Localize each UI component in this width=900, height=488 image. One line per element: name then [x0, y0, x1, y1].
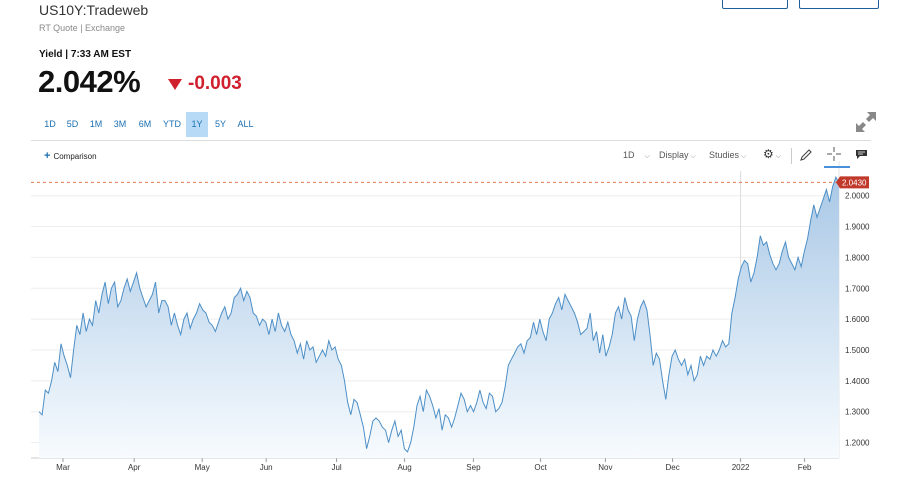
comment-icon[interactable]	[855, 149, 868, 160]
chevron-down-icon: ⌵	[775, 153, 782, 160]
toolbar-divider	[791, 148, 792, 164]
y-tick-label: 1.2000	[845, 439, 870, 448]
range-5d[interactable]: 5D	[66, 119, 79, 129]
chevron-down-icon: ⌵	[690, 153, 696, 160]
x-tick-label: Apr	[128, 463, 141, 472]
gear-icon: ⚙	[763, 147, 774, 161]
studies-dropdown[interactable]: Studies ⌵	[709, 150, 746, 161]
range-6m[interactable]: 6M	[138, 119, 152, 129]
x-tick-label: Mar	[56, 463, 70, 472]
price-change: -0.003	[168, 73, 242, 95]
series-line	[38, 175, 840, 453]
chart-area[interactable]: 1.2000 1.3000 1.4000 1.5000 1.6000 1.7000 1.80…	[31, 140, 871, 488]
display-dropdown[interactable]: Display ⌵	[659, 150, 696, 161]
crosshair-active-indicator	[824, 166, 850, 168]
x-tick-label: Oct	[534, 463, 547, 472]
studies-label: Studies	[709, 150, 740, 160]
header-button-right[interactable]	[799, 0, 879, 9]
x-tick-label: Jul	[331, 463, 341, 472]
series-area	[39, 177, 839, 458]
x-tick-label: May	[195, 463, 210, 472]
y-tick-label: 1.8000	[845, 253, 870, 262]
symbol-title: US10Y:Tradeweb	[39, 2, 149, 18]
range-5y[interactable]: 5Y	[214, 119, 226, 129]
chart-toolbar: + Comparison 1D ⌵ Display ⌵ Studies ⌵ ⚙ ⌵	[31, 146, 876, 168]
range-1y[interactable]: 1Y	[186, 112, 208, 137]
x-tick-label: Nov	[598, 463, 612, 472]
header-button-left[interactable]	[722, 0, 788, 9]
last-price-label: 2.0430	[842, 178, 867, 187]
chevron-down-icon: ⌵	[741, 153, 747, 160]
yield-timestamp: Yield | 7:33 AM EST	[39, 49, 132, 60]
y-tick-label: 1.4000	[845, 377, 870, 386]
x-tick-label: Sep	[466, 463, 481, 472]
display-label: Display	[659, 150, 689, 160]
x-tick-label: Aug	[397, 463, 411, 472]
interval-dropdown[interactable]: 1D ⌵	[623, 150, 650, 161]
x-tick-label: Jun	[260, 463, 273, 472]
y-tick-label: 1.5000	[845, 346, 870, 355]
range-1m[interactable]: 1M	[89, 119, 103, 129]
comparison-label: Comparison	[53, 152, 97, 161]
x-tick-label: Dec	[665, 463, 679, 472]
y-tick-label: 1.3000	[845, 408, 870, 417]
range-1d[interactable]: 1D	[44, 119, 56, 129]
comparison-button[interactable]: + Comparison	[44, 150, 97, 162]
range-ytd[interactable]: YTD	[163, 119, 181, 129]
price-change-value: -0.003	[188, 73, 242, 94]
range-3m[interactable]: 3M	[113, 119, 127, 129]
down-arrow-icon	[168, 78, 182, 90]
x-tick-label: Feb	[798, 463, 812, 472]
price-chart[interactable]: 1.2000 1.3000 1.4000 1.5000 1.6000 1.7000 1.80…	[31, 141, 871, 488]
last-price-marker	[836, 176, 869, 189]
range-selector: 1D 5D 1M 3M 6M YTD 1Y 5Y ALL	[39, 112, 258, 137]
y-tick-label: 1.6000	[845, 315, 870, 324]
quote-source: RT Quote | Exchange	[39, 23, 126, 33]
y-tick-label: 1.9000	[845, 223, 870, 232]
y-tick-label: 2.0000	[845, 192, 870, 201]
range-all[interactable]: ALL	[237, 119, 254, 129]
y-tick-label: 1.7000	[845, 284, 870, 293]
plus-icon: +	[44, 150, 51, 162]
last-price: 2.042%	[38, 64, 141, 99]
chevron-down-icon: ⌵	[644, 153, 650, 160]
crosshair-icon[interactable]	[826, 146, 842, 162]
expand-icon[interactable]	[854, 110, 878, 134]
x-tick-label: 2022	[732, 463, 750, 472]
settings-dropdown[interactable]: ⚙ ⌵	[763, 147, 781, 161]
pencil-icon[interactable]	[799, 148, 813, 162]
interval-label: 1D	[623, 150, 635, 160]
